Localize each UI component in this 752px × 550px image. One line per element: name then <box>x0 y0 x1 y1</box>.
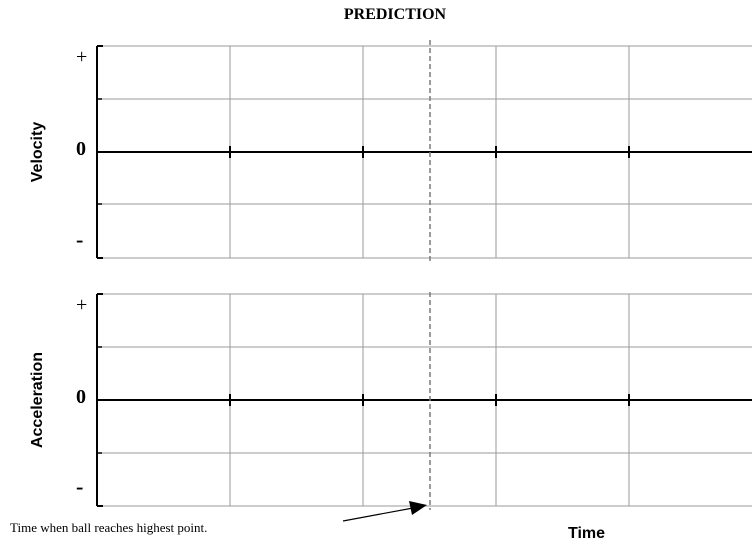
velocity-minus-label: - <box>76 227 84 252</box>
acceleration-minus-label: - <box>76 474 84 499</box>
chart-title: PREDICTION <box>343 6 447 23</box>
velocity-zero-ticks <box>229 146 630 158</box>
acceleration-zero-ticks <box>229 394 630 406</box>
highest-point-annotation: Time when ball reaches highest point. <box>10 520 208 535</box>
velocity-panel <box>96 45 752 259</box>
annotation-arrow <box>342 501 427 522</box>
arrow-head <box>409 501 427 515</box>
acceleration-zero-label: 0 <box>76 386 86 408</box>
acceleration-panel <box>96 293 752 507</box>
arrow-shaft <box>342 507 414 522</box>
time-axis-label: Time <box>568 525 606 542</box>
acceleration-plus-label: + <box>76 294 88 316</box>
velocity-zero-label: 0 <box>76 138 86 160</box>
velocity-plus-label: + <box>76 46 88 68</box>
